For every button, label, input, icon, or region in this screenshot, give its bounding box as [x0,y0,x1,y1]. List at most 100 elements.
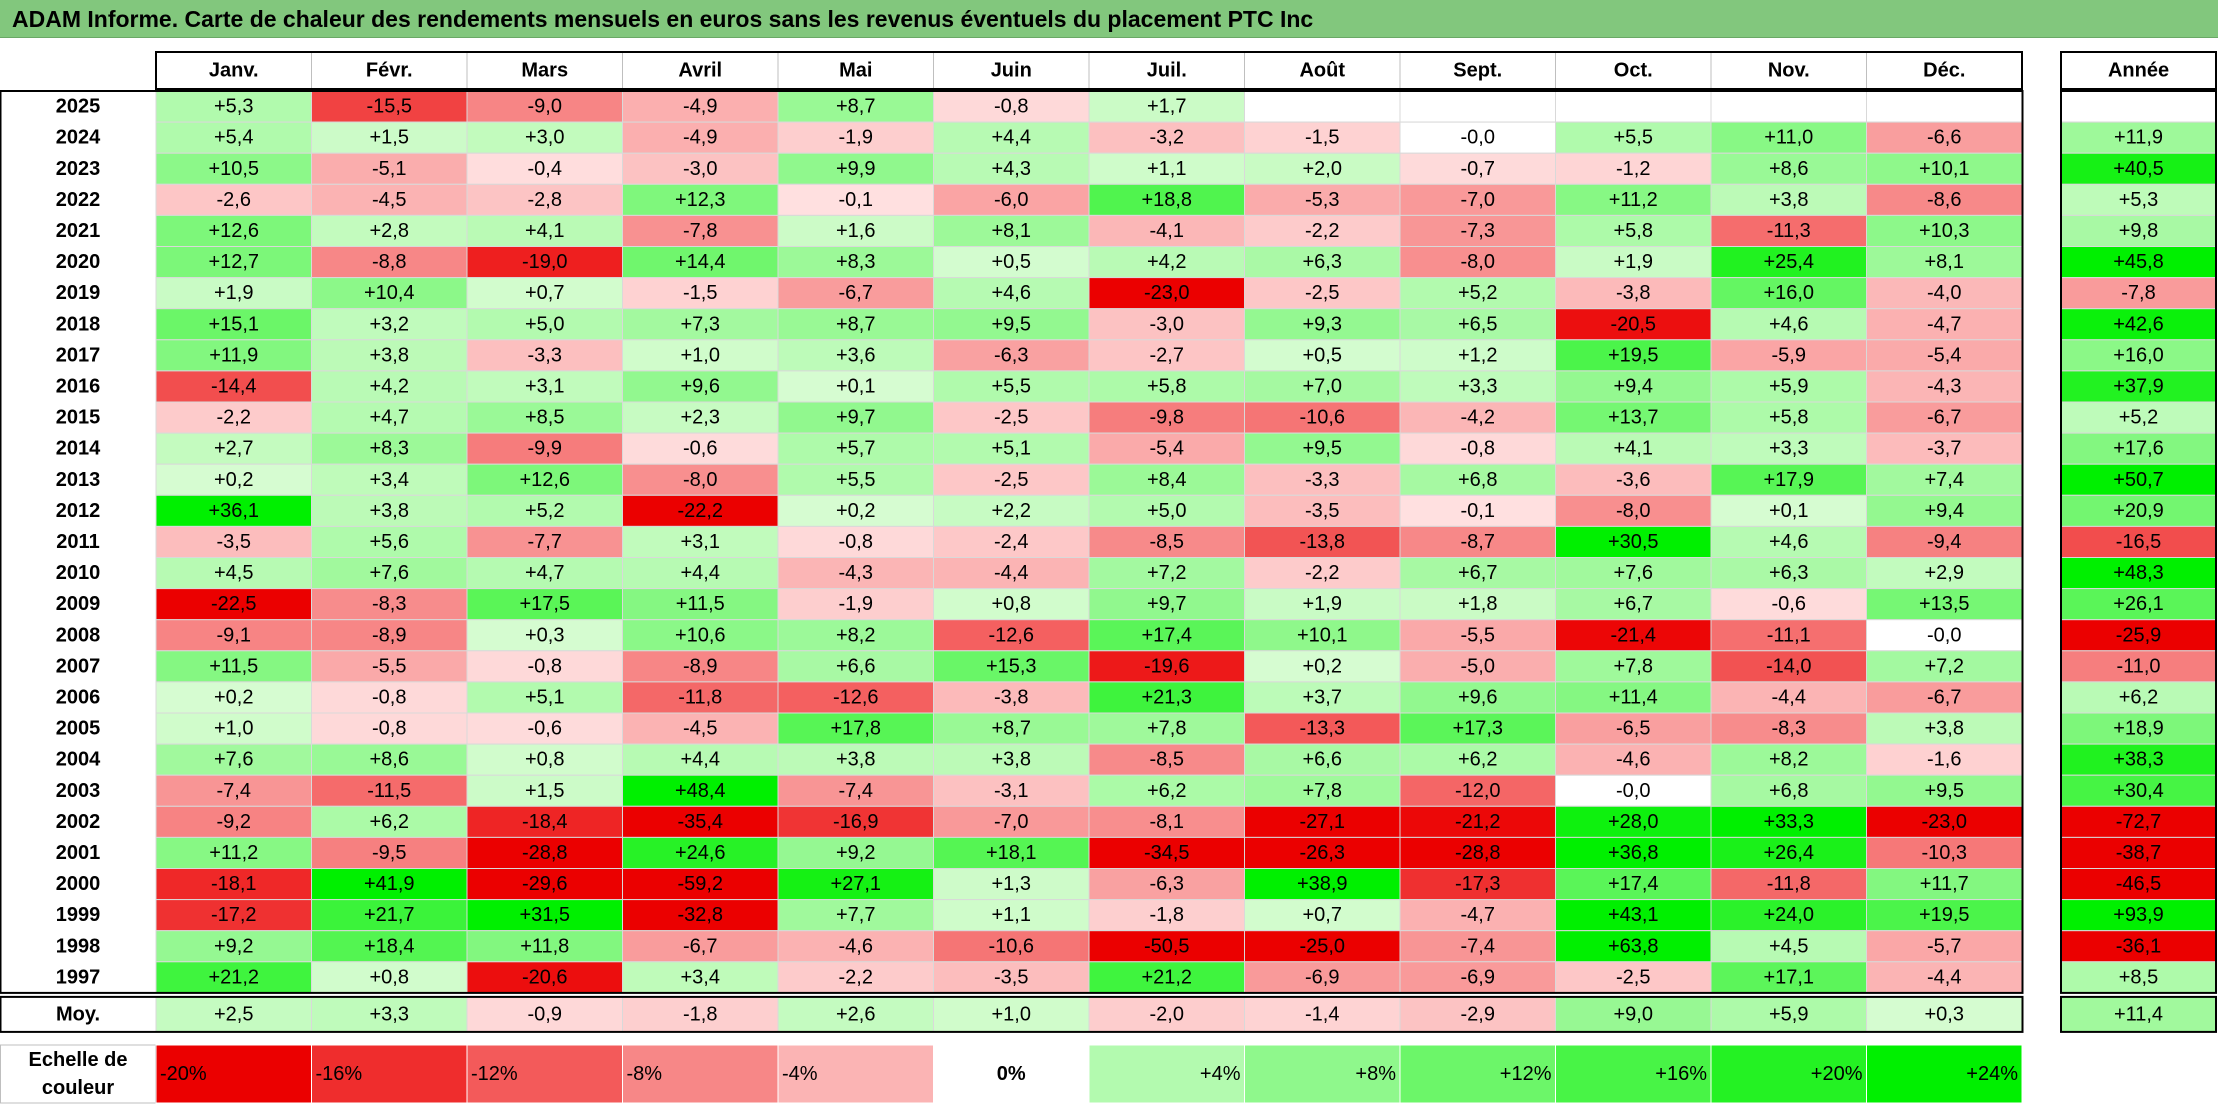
heatmap-cell [155,650,312,683]
heatmap-cell-value: -5,4 [1927,344,1961,366]
heatmap-cell [1399,183,1556,216]
heatmap-cell-value: +63,8 [1608,935,1659,957]
heatmap-cell-value: +1,1 [1147,158,1186,180]
heatmap-cell-value: +5,0 [525,313,564,335]
body-frame [0,90,2024,994]
heatmap-cell [622,836,779,870]
heatmap-cell-value: -0,0 [1927,624,1961,646]
heatmap-cell [1555,868,1712,901]
annual-cell-value: +38,3 [2113,749,2164,771]
row-year-label: 2025 [56,96,101,118]
heatmap-cell-value: +0,2 [214,686,253,708]
heatmap-borders [0,51,2217,1033]
heatmap-cell-value: -6,3 [994,344,1028,366]
heatmap-cell [777,868,934,901]
heatmap-cell-value: +3,8 [992,749,1031,771]
heatmap-cell-value: -32,8 [677,904,723,926]
heatmap-cell [1088,588,1245,621]
heatmap-cell-value: +0,8 [370,966,409,988]
heatmap-cell [311,557,468,590]
heatmap-cell-value: -6,7 [839,282,873,304]
heatmap-cell-value: +17,9 [1763,469,1814,491]
heatmap-cell [1710,370,1867,403]
heatmap-cell [1244,308,1401,341]
scale-label-line2: couleur [42,1077,114,1099]
heatmap-cell-value: +8,3 [836,251,875,273]
heatmap-cell-value: -35,4 [677,811,723,833]
heatmap-cell-value: +11,4 [1609,686,1658,708]
heatmap-cell-value: +0,7 [1303,904,1342,926]
heatmap-cell-value: +7,6 [1614,562,1653,584]
heatmap-cell [1555,277,1712,310]
heatmap-cell-value: -34,5 [1144,842,1190,864]
heatmap-cell-value: -5,3 [1305,189,1339,211]
scale-swatch-label: +12% [1500,1063,1552,1085]
heatmap-cell-value: -2,2 [1305,220,1339,242]
heatmap-cell-value: +1,5 [525,780,564,802]
heatmap-cell-value: +2,7 [214,438,253,460]
heatmap-cell [1866,183,2023,216]
heatmap-cell-value: +6,5 [1458,313,1497,335]
average-cell-value: -2,9 [1461,1003,1495,1025]
heatmap-cell-value: +8,5 [525,407,564,429]
heatmap-cell-value: -5,0 [1461,655,1495,677]
heatmap-cell-value: -1,8 [1150,904,1184,926]
average-cell-value: +5,9 [1769,1003,1808,1025]
row-year-label: 2012 [56,500,101,522]
heatmap-cell-value: +6,3 [1769,562,1808,584]
average-cell-value: +9,0 [1614,1003,1653,1025]
heatmap-cell-value: -20,5 [1610,313,1656,335]
scale-swatch-label: -8% [627,1063,663,1085]
heatmap-cell-value: +17,1 [1763,966,1814,988]
heatmap-cell [1088,774,1245,807]
heatmap-cell-value: +48,4 [675,780,726,802]
heatmap-cell-value: +8,4 [1147,469,1186,491]
heatmap-cell-value: +13,5 [1919,593,1970,615]
heatmap-cell-value: -1,6 [1927,749,1961,771]
heatmap-cell [466,805,623,838]
heatmap-cell-value: +7,8 [1614,655,1653,677]
heatmap-cell-value: -4,5 [372,189,406,211]
heatmap-cell [622,339,779,372]
heatmap-cell-value: -2,2 [839,966,873,988]
heatmap-cell-value: +1,9 [214,282,253,304]
heatmap-cell-value: +7,3 [681,313,720,335]
heatmap-cell [933,90,1090,123]
heatmap-cell [155,121,312,154]
heatmap-cell [1866,339,2023,372]
annual-cell-value: +5,2 [2119,407,2158,429]
annual-cell-value: +9,8 [2119,220,2158,242]
heatmap-cell-value: -28,8 [1455,842,1501,864]
heatmap-cell-value: -11,3 [1767,220,1811,242]
row-year-label: 2005 [56,718,101,740]
heatmap-cell-value: -2,8 [528,189,562,211]
annual-cell [2060,463,2217,496]
heatmap-cell-value: -8,3 [372,593,406,615]
heatmap-cell [1710,868,1867,901]
heatmap-cell-value: +8,1 [1925,251,1964,273]
heatmap-cell [1399,557,1556,590]
heatmap-cell-value: +4,4 [992,127,1031,149]
heatmap-cell [155,525,312,559]
heatmap-cell-value: +0,1 [836,375,875,397]
heatmap-cell [933,961,1090,994]
heatmap-cell-value: -7,4 [839,780,873,802]
annual-cell [2060,308,2217,341]
annual-cell-value: -16,5 [2116,531,2162,553]
heatmap-cell-value: +11,8 [520,935,569,957]
row-year-label: 2017 [56,344,101,366]
heatmap-cell-value: +11,5 [209,655,258,677]
heatmap-cell [1555,805,1712,838]
annual-cell-value: +93,9 [2113,904,2164,926]
heatmap-cell [933,868,1090,901]
heatmap-cell-value: +1,1 [992,904,1031,926]
heatmap-cell-value: -5,5 [1461,624,1495,646]
heatmap-cell-value: -8,5 [1150,749,1184,771]
heatmap-cell-value: +4,6 [1769,531,1808,553]
heatmap-cell-value: -4,6 [839,935,873,957]
heatmap-cell [311,121,468,154]
heatmap-cell-value: +7,2 [1147,562,1186,584]
heatmap-cell-value: +6,6 [836,655,875,677]
heatmap-cell-value: +7,7 [836,904,875,926]
heatmap-cell [1088,90,1245,123]
